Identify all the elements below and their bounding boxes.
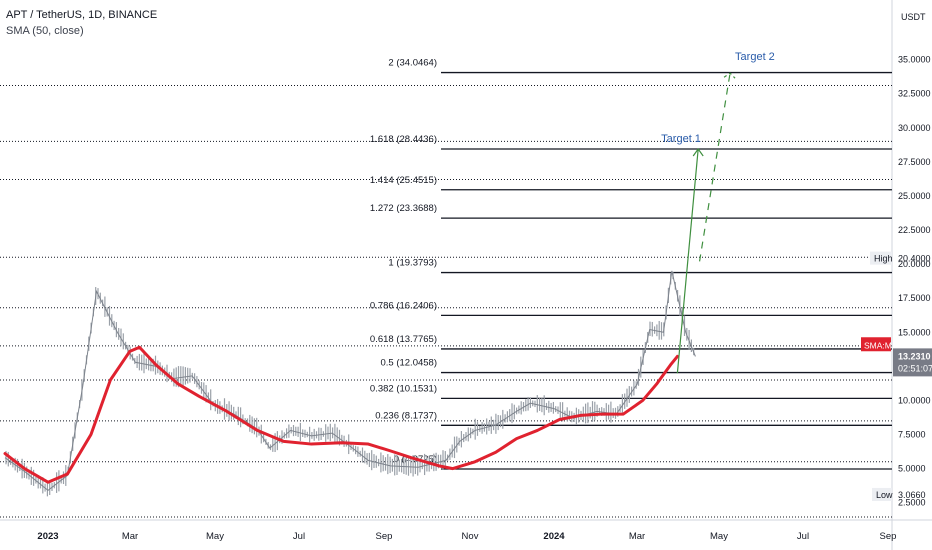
price-tick-label: 17.5000 [898,293,931,303]
price-tick-label: 10.0000 [898,395,931,405]
target-1-arrowhead [692,147,704,157]
time-tick-label: Nov [462,531,479,542]
price-tick-label: 35.0000 [898,55,931,65]
fib-level-label: 1.618 (28.4436) [370,134,437,145]
target-2-arrowhead [723,72,736,79]
fib-level-label: 0.236 (8.1737) [375,410,437,421]
fib-level-label: 1.272 (23.3688) [370,203,437,214]
time-tick-label: May [206,531,224,542]
fib-level-label: 2 (34.0464) [388,58,437,69]
time-tick-label: 2023 [37,531,58,542]
target-2-arrow [698,73,731,262]
price-tick-label: 32.5000 [898,89,931,99]
time-tick-label: Sep [880,531,897,542]
price-tick-label: 27.5000 [898,157,931,167]
price-tick-label: 7.5000 [898,430,926,440]
price-tick-label: 20.0000 [898,259,931,269]
countdown-timer: 02:51:07 [898,363,932,373]
time-tick-label: 2024 [543,531,565,542]
time-tick-label: May [710,531,728,542]
symbol-title: APT / TetherUS, 1D, BINANCE [6,9,158,21]
time-tick-label: Mar [122,531,138,542]
time-tick-label: Mar [629,531,645,542]
price-tick-label: 30.0000 [898,123,931,133]
price-tick-label: 22.5000 [898,225,931,235]
target-1-arrow [676,148,699,374]
low-tag [872,487,892,501]
fib-level-label: 1.414 (25.4515) [370,175,437,186]
target-2-label: Target 2 [735,51,775,63]
fib-level-label: 0.786 (16.2406) [370,300,437,311]
sma-tag [861,337,891,352]
time-tick-label: Jul [797,531,809,542]
last-price-tag [893,348,932,377]
price-tick-label: 5.0000 [898,464,926,474]
sma-line [3,345,679,484]
sma-tag-label: SMA:MA [864,340,898,350]
high-label: High [874,254,893,264]
high-tag [870,251,892,265]
low-value: 3.0660 [898,490,926,500]
time-tick-label: Sep [376,531,393,542]
currency-label: USDT [901,12,926,22]
fib-level-label: 0.382 (10.1531) [370,383,437,394]
fib-level-label: 0.5 (12.0458) [380,358,437,369]
low-label: Low [876,490,893,500]
fib-level-label: 1 (19.3793) [388,258,437,269]
last-price-value: 13.2310 [898,351,931,361]
target-1-label: Target 1 [661,133,701,145]
time-tick-label: Jul [293,531,305,542]
price-tick-label: 2.5000 [898,498,926,508]
fib-level-label: 0.618 (13.7765) [370,334,437,345]
price-tick-label: 25.0000 [898,191,931,201]
indicator-label: SMA (50, close) [6,25,84,37]
high-value: 20.4000 [898,254,931,264]
price-tick-label: 15.0000 [898,327,931,337]
